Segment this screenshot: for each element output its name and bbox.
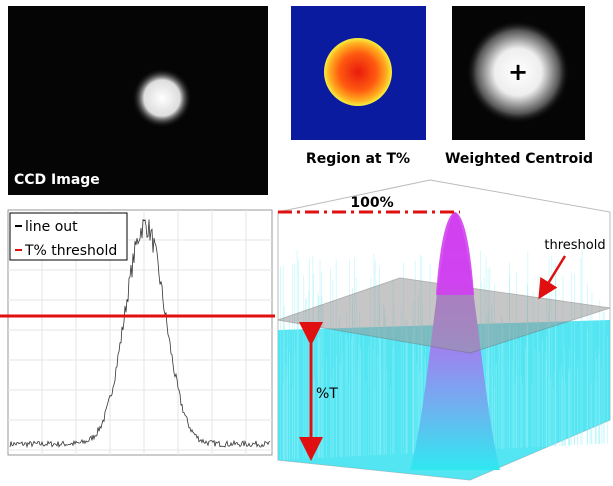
region-spot (324, 38, 392, 106)
threshold-label: threshold (544, 238, 605, 253)
legend-entry: T% threshold (24, 243, 117, 259)
centroid-marker: + (508, 58, 528, 86)
centroid-spot (466, 20, 570, 124)
peak-label: 100% (350, 195, 393, 211)
lineout-plot (7, 209, 273, 456)
threshold-plane (277, 277, 611, 354)
legend (9, 212, 128, 261)
level-label: %T (316, 386, 338, 402)
ccd-spot (132, 68, 192, 128)
surface-plot (277, 179, 611, 481)
ccd-label: CCD Image (14, 172, 100, 188)
legend-entry: line out (25, 219, 78, 235)
peak-top (436, 212, 474, 295)
centroid-label: Weighted Centroid (445, 151, 593, 167)
lineout-curve (9, 218, 271, 449)
region-label: Region at T% (306, 151, 410, 167)
threshold-arrow (538, 255, 567, 300)
